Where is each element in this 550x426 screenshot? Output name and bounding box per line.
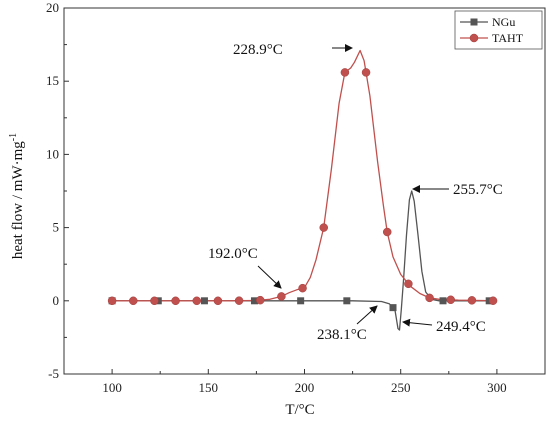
series-line-taht (112, 49, 497, 302)
data-point-taht (319, 223, 328, 232)
annotation-label: 228.9°C (233, 42, 283, 58)
data-point-taht (340, 68, 350, 77)
y-tick-label: 15 (46, 73, 59, 88)
annotation-label: 238.1°C (317, 327, 367, 343)
data-point-taht (192, 296, 202, 306)
legend-box (454, 10, 543, 50)
data-point-taht (488, 296, 498, 305)
legend-entry-ngu: NGu (460, 15, 515, 29)
legend-entry-taht: TAHT (460, 31, 524, 45)
data-point-taht (298, 283, 307, 293)
annotation-arrow (257, 265, 282, 289)
axis-ticks: 100 150 200 250 300 -5 0 5 10 15 20 (46, 0, 507, 395)
x-tick-label: 200 (295, 380, 315, 395)
x-axis-title: T/°C (285, 402, 314, 418)
data-point-ngu (439, 297, 447, 305)
data-point-taht (382, 227, 392, 237)
data-point-ngu (250, 297, 258, 305)
legend-label-ngu: NGu (492, 15, 515, 29)
annotation-label: 192.0°C (208, 246, 258, 262)
data-point-taht (129, 296, 138, 306)
y-axis-title: heat flow / mW·mg-1 (8, 133, 26, 259)
legend-label-taht: TAHT (492, 31, 524, 45)
data-point-taht (107, 296, 117, 306)
annotation-label: 255.7°C (453, 182, 503, 198)
data-point-taht (467, 296, 477, 305)
data-point-taht (171, 296, 180, 306)
annotation-label: 249.4°C (436, 319, 486, 335)
data-point-taht (150, 296, 159, 306)
y-tick-label: 5 (53, 220, 60, 235)
data-point-ngu (200, 297, 208, 305)
y-tick-label: 10 (46, 146, 59, 161)
annotations: 228.9°C 255.7°C 192.0°C 238.1°C 249.4°C (208, 42, 503, 343)
data-point-taht (255, 295, 265, 305)
data-point-taht (361, 68, 371, 77)
data-point-ngu (297, 297, 305, 305)
data-point-ngu (343, 297, 351, 305)
legend: NGu TAHT (454, 10, 543, 50)
series-line-ngu (112, 190, 497, 331)
series-lines (112, 49, 497, 331)
data-point-taht (277, 292, 286, 301)
data-point-taht (425, 293, 434, 303)
y-tick-label: -5 (48, 366, 59, 381)
series-markers (107, 68, 498, 312)
annotation-arrow (356, 305, 378, 325)
x-tick-label: 250 (391, 380, 411, 395)
annotation-arrow (402, 318, 433, 327)
data-point-taht (213, 296, 223, 306)
data-point-taht (404, 279, 413, 289)
x-tick-label: 100 (102, 380, 122, 395)
x-tick-label: 300 (487, 380, 507, 395)
data-point-ngu (389, 304, 397, 312)
y-tick-label: 20 (46, 0, 59, 15)
data-point-taht (234, 296, 244, 305)
x-tick-label: 150 (199, 380, 219, 395)
y-tick-label: 0 (53, 293, 60, 308)
data-point-taht (446, 295, 455, 305)
